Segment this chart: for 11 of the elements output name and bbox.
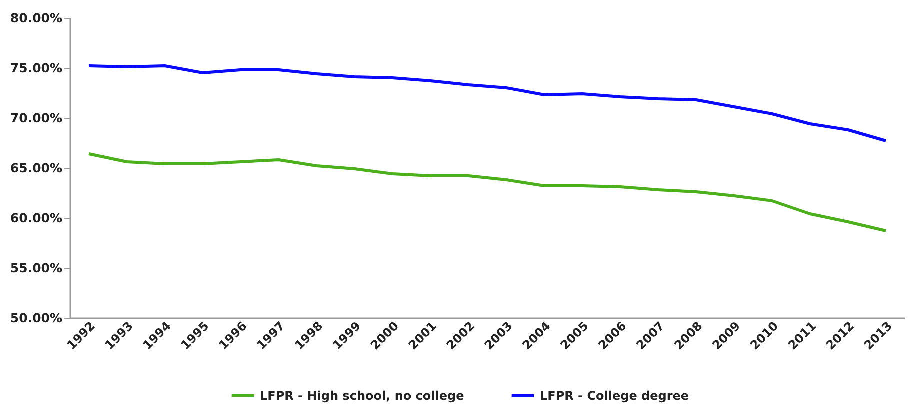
- legend-label: LFPR - High school, no college: [260, 389, 464, 403]
- line-series: [87, 152, 888, 232]
- y-tick-label: 55.00%: [10, 260, 63, 276]
- y-tick-label: 50.00%: [10, 310, 63, 326]
- y-tick-label: 60.00%: [10, 210, 63, 226]
- y-tick-label: 75.00%: [10, 60, 63, 76]
- y-tick-label: 65.00%: [10, 160, 63, 176]
- y-tick-label: 70.00%: [10, 110, 63, 126]
- legend-label: LFPR - College degree: [540, 389, 690, 403]
- line-series: [87, 64, 888, 142]
- y-tick-label: 80.00%: [10, 10, 63, 26]
